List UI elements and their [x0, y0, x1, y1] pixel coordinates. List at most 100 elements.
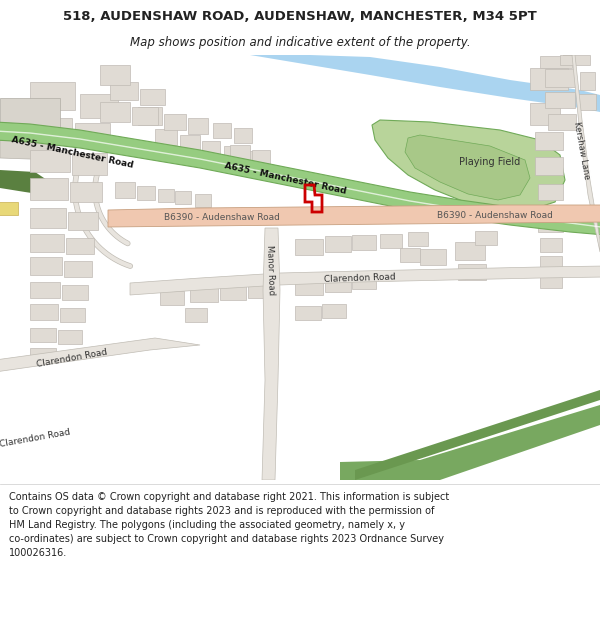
Bar: [140, 89, 165, 105]
Bar: [137, 186, 155, 200]
Bar: [458, 264, 486, 280]
Bar: [234, 128, 252, 143]
Bar: [185, 308, 207, 322]
Bar: [530, 68, 568, 90]
Text: Clarendon Road: Clarendon Road: [36, 348, 108, 369]
Bar: [110, 82, 138, 100]
Bar: [545, 69, 575, 87]
Text: Kershaw Lane: Kershaw Lane: [572, 121, 592, 179]
Bar: [325, 276, 351, 292]
Bar: [138, 107, 162, 125]
Bar: [100, 102, 130, 122]
Text: B6390 - Audenshaw Road: B6390 - Audenshaw Road: [437, 211, 553, 219]
Bar: [155, 129, 177, 145]
Bar: [30, 118, 72, 142]
Bar: [295, 279, 323, 295]
Bar: [30, 150, 70, 172]
Bar: [164, 114, 186, 130]
Bar: [244, 151, 262, 165]
Polygon shape: [0, 202, 18, 215]
Bar: [548, 114, 576, 130]
Bar: [158, 189, 174, 202]
Bar: [195, 194, 211, 207]
Bar: [295, 239, 323, 255]
Bar: [325, 236, 351, 252]
Bar: [322, 304, 346, 318]
Bar: [352, 274, 376, 289]
Polygon shape: [0, 122, 600, 235]
Bar: [64, 261, 92, 277]
Bar: [0, 98, 60, 140]
Bar: [180, 135, 200, 150]
Bar: [560, 55, 590, 65]
Text: Map shows position and indicative extent of the property.: Map shows position and indicative extent…: [130, 36, 470, 49]
Text: A635 - Manchester Road: A635 - Manchester Road: [223, 161, 347, 196]
Bar: [540, 238, 562, 252]
Text: Manor Road: Manor Road: [265, 245, 275, 295]
Bar: [30, 82, 75, 110]
Bar: [540, 274, 562, 288]
Bar: [295, 306, 321, 320]
Bar: [540, 256, 562, 270]
Polygon shape: [340, 405, 600, 480]
Polygon shape: [262, 228, 280, 480]
Bar: [175, 191, 191, 204]
Text: 518, AUDENSHAW ROAD, AUDENSHAW, MANCHESTER, M34 5PT: 518, AUDENSHAW ROAD, AUDENSHAW, MANCHEST…: [63, 10, 537, 23]
Bar: [30, 304, 58, 320]
Bar: [475, 231, 497, 245]
Bar: [30, 348, 56, 362]
Text: B6390 - Audenshaw Road: B6390 - Audenshaw Road: [164, 213, 280, 221]
Bar: [545, 92, 575, 108]
Polygon shape: [250, 55, 600, 112]
Bar: [75, 123, 110, 145]
Bar: [30, 234, 64, 252]
Polygon shape: [0, 338, 200, 372]
Bar: [252, 150, 270, 164]
Bar: [540, 56, 572, 68]
Bar: [380, 234, 402, 248]
Bar: [240, 161, 258, 175]
Bar: [30, 328, 56, 342]
Bar: [160, 291, 184, 305]
Bar: [220, 284, 246, 300]
Polygon shape: [0, 135, 58, 160]
Bar: [400, 248, 420, 262]
Text: Clarendon Road: Clarendon Road: [324, 272, 396, 284]
Bar: [530, 103, 560, 125]
Bar: [62, 285, 88, 300]
Bar: [30, 208, 66, 228]
Bar: [580, 72, 595, 90]
Bar: [213, 123, 231, 138]
Bar: [230, 145, 250, 160]
Bar: [30, 282, 60, 298]
Bar: [30, 178, 68, 200]
Bar: [352, 235, 376, 250]
Text: Contains OS data © Crown copyright and database right 2021. This information is : Contains OS data © Crown copyright and d…: [9, 492, 449, 558]
Bar: [132, 107, 158, 125]
Bar: [535, 132, 563, 150]
Bar: [66, 238, 94, 254]
Bar: [535, 157, 563, 175]
Bar: [115, 182, 135, 198]
Polygon shape: [0, 170, 50, 195]
Polygon shape: [405, 135, 530, 200]
Bar: [420, 249, 446, 265]
Bar: [408, 232, 428, 246]
Bar: [100, 65, 130, 85]
Bar: [538, 184, 563, 200]
Bar: [578, 94, 596, 110]
Polygon shape: [563, 55, 600, 252]
Polygon shape: [372, 120, 565, 210]
Polygon shape: [355, 390, 600, 480]
Bar: [538, 217, 563, 232]
Bar: [188, 118, 208, 134]
Text: Clarendon Road: Clarendon Road: [0, 428, 71, 449]
Bar: [60, 308, 85, 322]
Bar: [72, 153, 107, 175]
Bar: [58, 330, 82, 344]
Bar: [70, 182, 102, 202]
Bar: [260, 165, 276, 178]
Bar: [224, 146, 242, 160]
Bar: [190, 286, 218, 302]
Bar: [248, 283, 272, 298]
